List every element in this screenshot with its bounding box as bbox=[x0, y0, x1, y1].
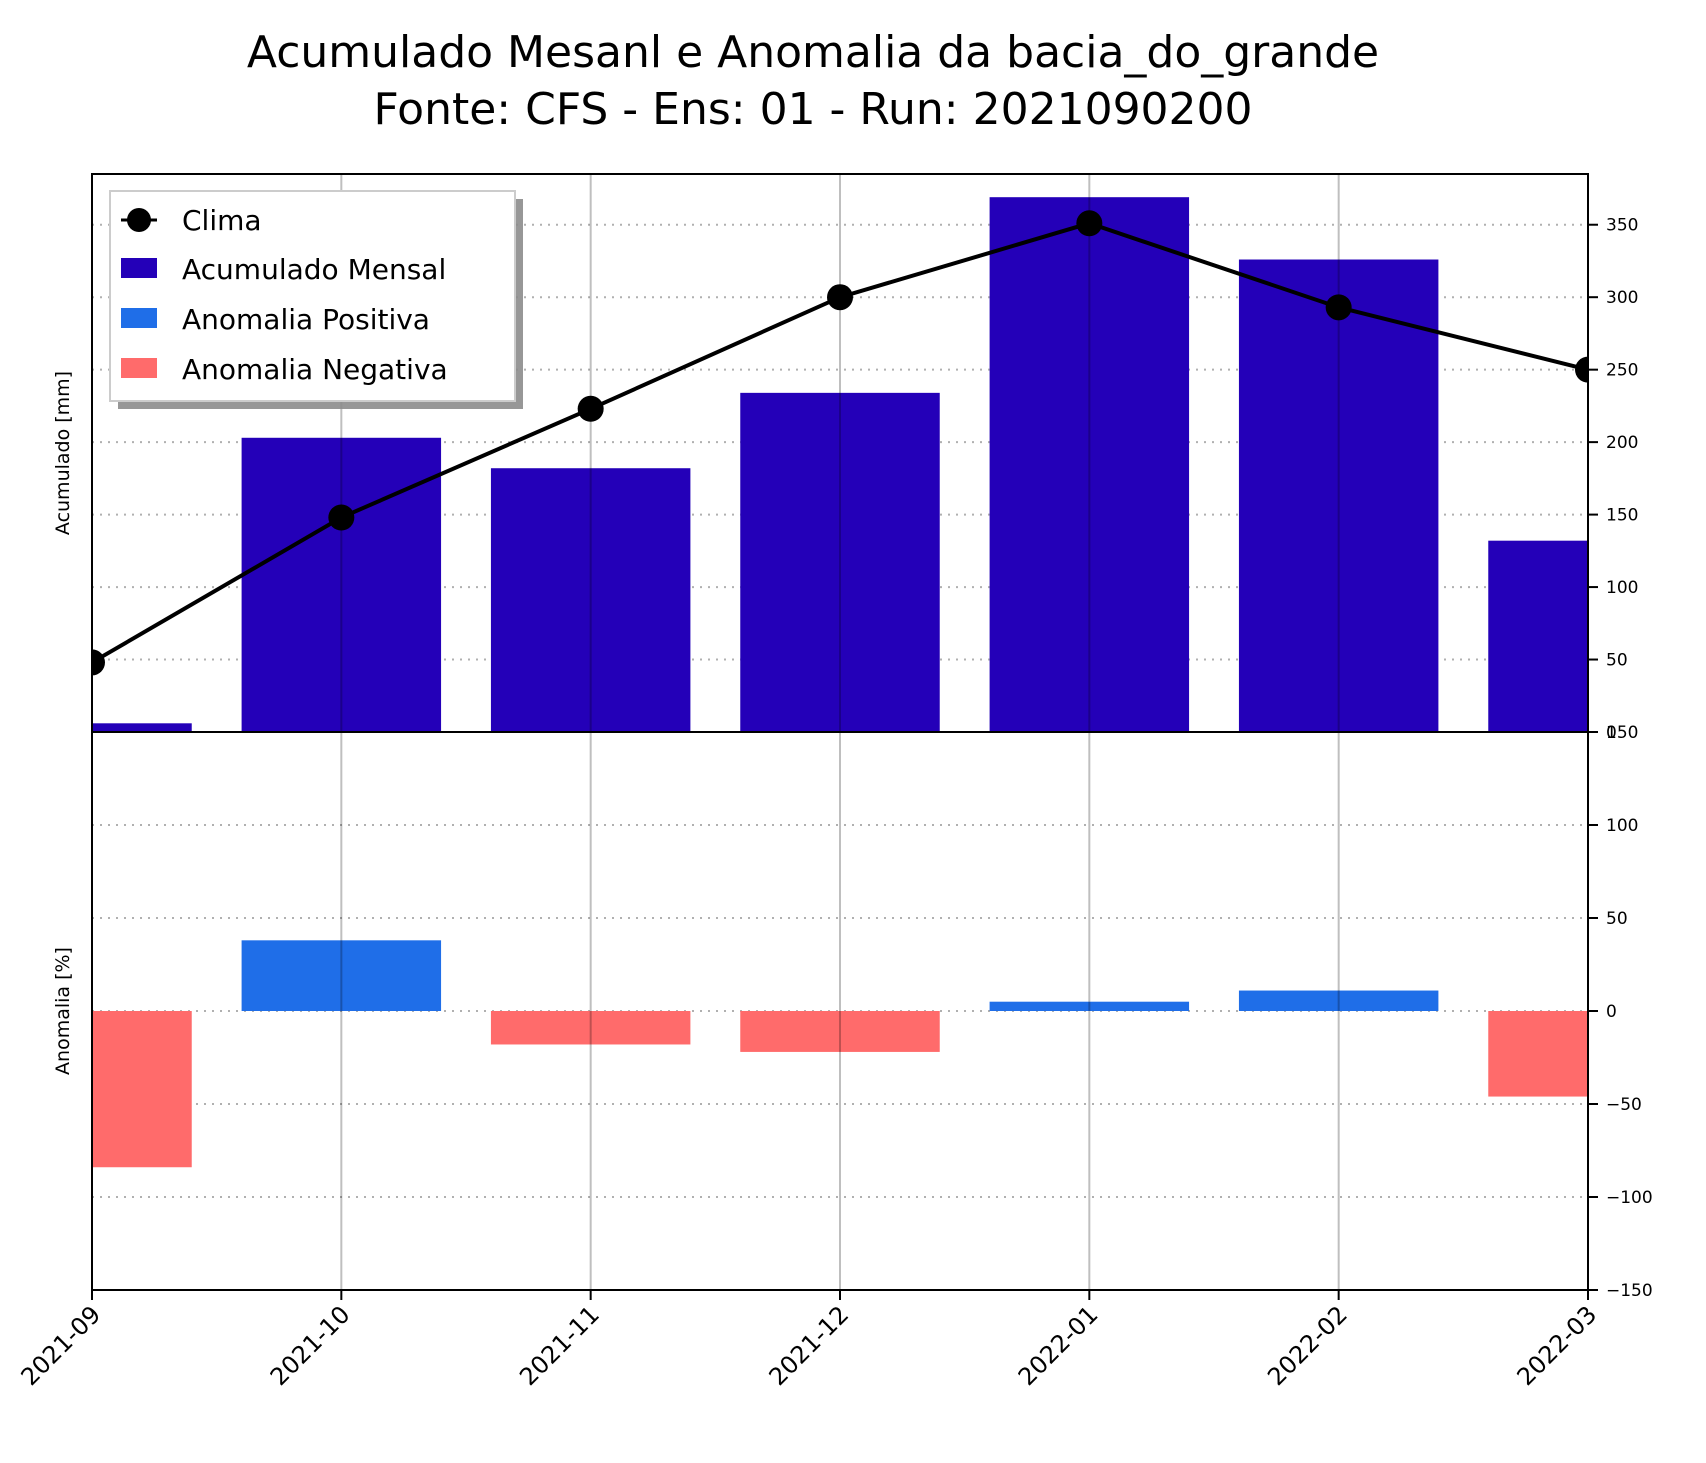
legend-swatch-negativa bbox=[121, 358, 157, 378]
bar-anomalia-2022-01 bbox=[989, 1001, 1190, 1011]
bar-acumulado-2021-11 bbox=[490, 468, 691, 732]
bar-anomalia-2021-09 bbox=[92, 1011, 192, 1168]
top-ytick-label: 0 bbox=[1606, 723, 1617, 743]
top-ytick-label: 150 bbox=[1606, 506, 1638, 526]
bar-acumulado-2022-03 bbox=[1488, 540, 1588, 732]
top-y-axis: 0 50 100 150 200 250 300 350 bbox=[1588, 216, 1638, 743]
bar-acumulado-2022-01 bbox=[989, 197, 1190, 732]
top-ytick-label: 250 bbox=[1606, 361, 1638, 381]
top-ytick-label: 200 bbox=[1606, 433, 1638, 453]
anomalia-bars bbox=[92, 940, 1588, 1168]
bottom-ytick-label: 150 bbox=[1606, 723, 1638, 743]
clima-point-2021-12 bbox=[827, 284, 853, 311]
top-ytick-label: 300 bbox=[1606, 288, 1638, 308]
bar-anomalia-2021-12 bbox=[740, 1011, 940, 1052]
bottom-y-axis-label: Anomalia [%] bbox=[52, 947, 74, 1075]
legend-item-positiva: Anomalia Positiva bbox=[121, 303, 430, 336]
bottom-ytick-label: 100 bbox=[1606, 816, 1638, 836]
bar-acumulado-2022-02 bbox=[1238, 259, 1439, 732]
bar-acumulado-2021-09 bbox=[92, 723, 192, 732]
bar-anomalia-2021-10 bbox=[241, 940, 442, 1011]
bottom-ytick-label: −100 bbox=[1606, 1188, 1653, 1208]
top-ytick-label: 350 bbox=[1606, 216, 1638, 236]
legend-item-negativa: Anomalia Negativa bbox=[121, 353, 448, 386]
legend-label-negativa: Anomalia Negativa bbox=[182, 353, 448, 386]
bar-anomalia-2022-03 bbox=[1488, 1011, 1588, 1097]
acumulado-bars bbox=[92, 197, 1588, 732]
legend-swatch-positiva bbox=[121, 308, 157, 328]
clima-point-2022-03 bbox=[1575, 356, 1588, 383]
bottom-y-axis: −150 −100 −50 0 50 100 150 bbox=[1588, 723, 1653, 1301]
legend-item-acumulado: Acumulado Mensal bbox=[121, 253, 446, 286]
top-ytick-label: 50 bbox=[1606, 651, 1628, 671]
clima-point-2022-01 bbox=[1076, 210, 1103, 237]
bottom-ytick-label: 50 bbox=[1606, 909, 1628, 929]
clima-point-2022-02 bbox=[1325, 294, 1352, 321]
clima-point-2021-11 bbox=[577, 395, 604, 422]
clima-point-2021-10 bbox=[328, 504, 355, 531]
top-y-axis-label: Acumulado [mm] bbox=[52, 371, 74, 535]
bar-acumulado-2021-12 bbox=[740, 392, 940, 732]
chart-subtitle: Fonte: CFS - Ens: 01 - Run: 2021090200 bbox=[373, 84, 1252, 135]
clima-point-2021-09 bbox=[92, 649, 105, 676]
bottom-ytick-label: 0 bbox=[1606, 1002, 1617, 1022]
legend-label-positiva: Anomalia Positiva bbox=[182, 303, 430, 336]
bar-anomalia-2021-11 bbox=[490, 1011, 691, 1045]
bar-anomalia-2022-02 bbox=[1238, 990, 1439, 1011]
clima-line bbox=[92, 210, 1588, 676]
legend-item-clima: Clima bbox=[121, 204, 262, 237]
bottom-ytick-label: −50 bbox=[1606, 1095, 1642, 1115]
bottom-ytick-label: −150 bbox=[1606, 1281, 1653, 1301]
chart-title: Acumulado Mesanl e Anomalia da bacia_do_… bbox=[247, 27, 1379, 78]
legend-label-acumulado: Acumulado Mensal bbox=[182, 253, 446, 286]
legend-label-clima: Clima bbox=[182, 204, 262, 237]
top-ytick-label: 100 bbox=[1606, 578, 1638, 598]
legend: Clima Acumulado Mensal Anomalia Positiva… bbox=[109, 190, 523, 409]
legend-swatch-acumulado bbox=[121, 258, 157, 278]
